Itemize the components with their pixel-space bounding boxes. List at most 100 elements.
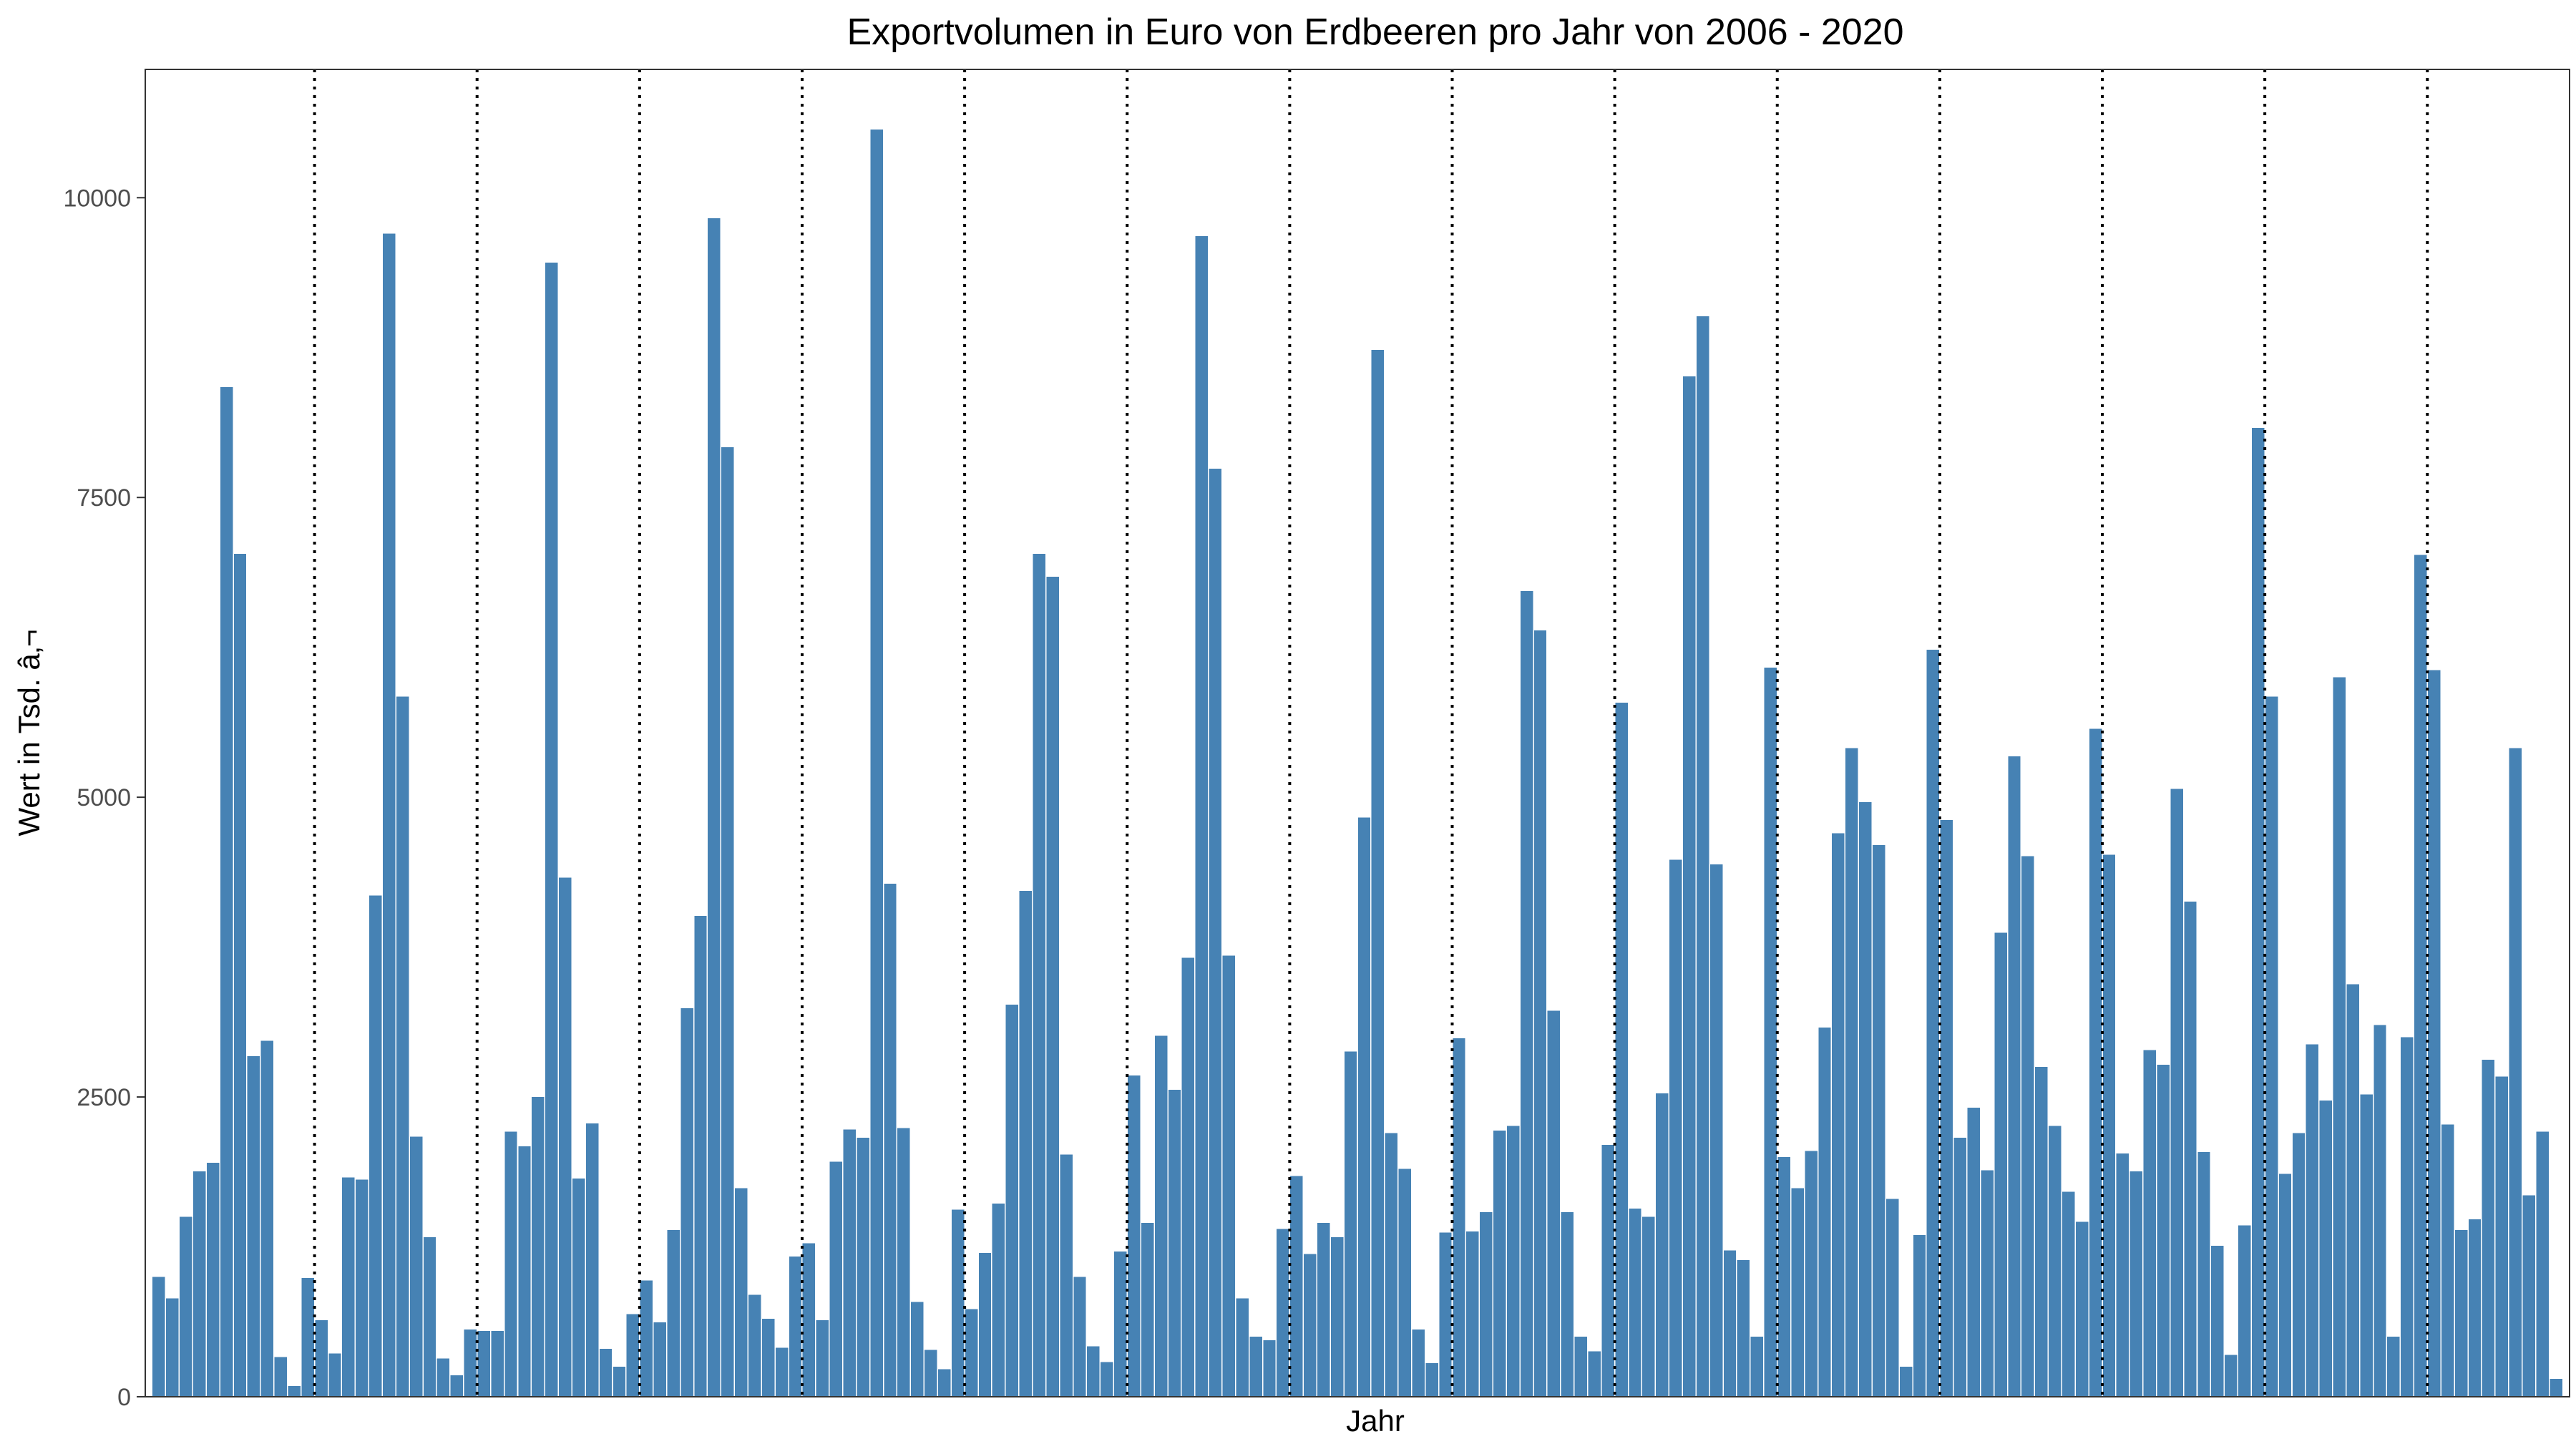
bar (2143, 1050, 2156, 1397)
bar (1547, 1010, 1561, 1397)
bar (1629, 1208, 1641, 1397)
bar (2454, 1230, 2468, 1397)
bar (1885, 1199, 1899, 1397)
bar (1114, 1252, 1127, 1397)
bar (1805, 1151, 1818, 1397)
bar (477, 1330, 490, 1397)
bar (1236, 1298, 1249, 1397)
bar (924, 1350, 937, 1397)
bar (2278, 1174, 2292, 1397)
bar (1046, 576, 1059, 1397)
y-tick-label: 10000 (63, 185, 131, 212)
bar (1398, 1169, 1411, 1397)
bar (1439, 1232, 1452, 1397)
bar (180, 1216, 192, 1397)
bar (450, 1375, 464, 1397)
bar (342, 1177, 355, 1397)
bar (2102, 854, 2116, 1397)
bar (1453, 1038, 1465, 1397)
bar (328, 1353, 341, 1397)
bar (1290, 1176, 1303, 1397)
bar (2049, 1126, 2062, 1397)
bar (2292, 1133, 2306, 1397)
bar (1832, 833, 1845, 1397)
bar (1506, 1126, 1520, 1397)
bar (897, 1128, 910, 1397)
bar (1263, 1340, 1276, 1397)
bar (2238, 1225, 2251, 1397)
bar (2522, 1195, 2535, 1397)
bar (260, 1040, 274, 1397)
bar (1277, 1229, 1289, 1397)
bar (2197, 1152, 2210, 1397)
bar (436, 1358, 450, 1397)
bar (829, 1161, 842, 1397)
bar (1480, 1211, 1493, 1397)
bar (504, 1131, 517, 1397)
bar (1791, 1188, 1804, 1397)
bar (274, 1357, 287, 1397)
bar (382, 233, 396, 1397)
bar (1181, 957, 1195, 1397)
bar (559, 877, 572, 1397)
chart-title: Exportvolumen in Euro von Erdbeeren pro … (847, 11, 1903, 53)
bar (1750, 1337, 1764, 1397)
bar (1385, 1133, 1398, 1397)
bar (2387, 1337, 2400, 1397)
bar (2428, 670, 2441, 1397)
y-tick-label: 0 (117, 1384, 131, 1411)
bar (1371, 350, 1385, 1397)
bar (884, 883, 897, 1397)
bar (816, 1319, 829, 1397)
bar (1168, 1090, 1181, 1397)
bar (789, 1256, 802, 1397)
bar (1953, 1138, 1966, 1397)
bar (802, 1243, 816, 1397)
bar (680, 1008, 693, 1397)
bar (1981, 1170, 1994, 1397)
bar (2021, 856, 2034, 1397)
bar (1154, 1035, 1168, 1397)
bar (1615, 702, 1628, 1397)
bar (288, 1385, 301, 1397)
bar (653, 1322, 666, 1397)
bar (1412, 1330, 1425, 1397)
bar (735, 1188, 748, 1397)
bar (1696, 316, 1709, 1397)
bar (1777, 1156, 1790, 1397)
year-separators (313, 69, 2429, 1397)
bar (2550, 1378, 2562, 1397)
bar (694, 916, 707, 1397)
bar (2035, 1067, 2048, 1397)
bar (640, 1280, 653, 1397)
bar (206, 1163, 220, 1397)
bar (2360, 1094, 2373, 1397)
bar (2495, 1076, 2509, 1397)
bar (2441, 1124, 2454, 1397)
bar (1899, 1367, 1913, 1397)
bar (761, 1319, 775, 1397)
bar (2401, 1037, 2414, 1397)
bar (193, 1171, 206, 1397)
bar (1317, 1223, 1330, 1397)
bar (1873, 845, 1885, 1397)
bar (2346, 984, 2359, 1397)
bars (152, 129, 2562, 1397)
bar (721, 447, 734, 1397)
bar (1060, 1154, 1073, 1397)
bar (1033, 553, 1045, 1397)
bar (951, 1209, 965, 1397)
bar (2075, 1221, 2089, 1397)
bar (978, 1252, 992, 1397)
bar (1818, 1027, 1831, 1397)
bar (1656, 1093, 1669, 1397)
bar (1005, 1005, 1019, 1397)
bar (1019, 890, 1032, 1397)
bar (220, 387, 233, 1397)
bar (938, 1369, 951, 1397)
bar (1709, 864, 1723, 1397)
bar (1304, 1254, 1317, 1397)
bar (708, 218, 721, 1397)
bar (626, 1314, 640, 1397)
bar (857, 1138, 869, 1397)
